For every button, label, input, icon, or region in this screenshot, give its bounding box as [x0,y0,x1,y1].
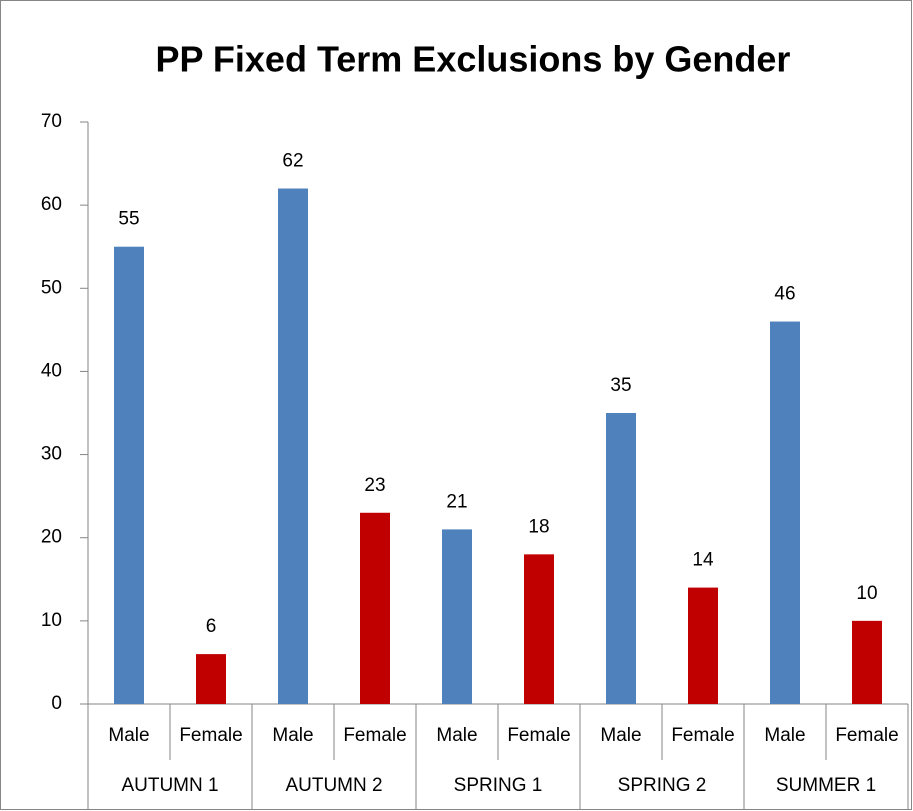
data-label: 6 [206,616,217,637]
y-tick-label: 20 [41,527,62,548]
data-label: 62 [282,151,303,172]
group-label: AUTUMN 2 [285,775,382,796]
group-label: SPRING 2 [618,775,707,796]
bar [196,654,226,704]
data-label: 35 [610,375,631,396]
bar [852,620,882,704]
group-label: SPRING 1 [454,775,543,796]
y-tick-label: 60 [41,194,62,215]
bar [770,321,800,704]
y-tick-label: 10 [41,610,62,631]
group-label: SUMMER 1 [776,775,876,796]
x-tick-label: Male [108,725,149,746]
bar [524,554,554,704]
data-label: 21 [446,491,467,512]
bar [114,246,144,704]
data-label: 23 [364,475,385,496]
bar [278,188,308,704]
bar [688,587,718,704]
y-tick-label: 0 [51,693,62,714]
x-tick-label: Male [600,725,641,746]
x-tick-label: Female [343,725,406,746]
bar [442,529,472,704]
bar [606,413,636,704]
data-label: 10 [856,583,877,604]
group-label: AUTUMN 1 [121,775,218,796]
bar [360,512,390,704]
chart-title: PP Fixed Term Exclusions by Gender [156,39,791,80]
x-tick-label: Male [272,725,313,746]
x-tick-label: Female [179,725,242,746]
x-tick-label: Female [671,725,734,746]
y-tick-label: 50 [41,277,62,298]
data-label: 18 [528,516,549,537]
x-tick-label: Female [835,725,898,746]
y-tick-label: 70 [41,111,62,132]
x-tick-label: Male [436,725,477,746]
data-label: 55 [118,209,139,230]
x-tick-label: Male [764,725,805,746]
y-tick-label: 40 [41,360,62,381]
y-tick-label: 30 [41,444,62,465]
x-tick-label: Female [507,725,570,746]
data-label: 14 [692,550,714,571]
data-label: 46 [774,284,795,305]
